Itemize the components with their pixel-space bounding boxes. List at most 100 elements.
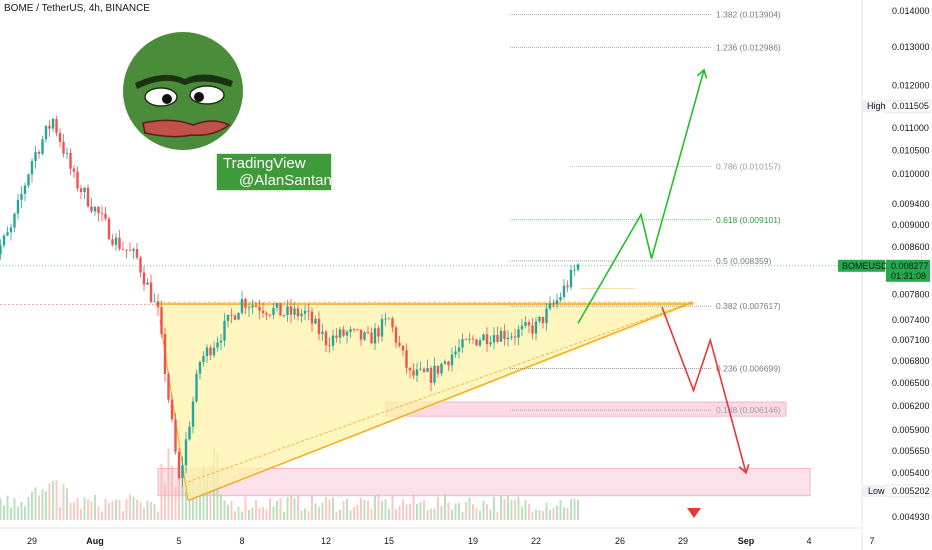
volume-bar <box>286 497 289 520</box>
volume-bar <box>426 510 429 520</box>
support-zone-lower <box>157 468 811 497</box>
volume-bar <box>570 499 572 520</box>
candle-body <box>310 311 314 324</box>
candle-body <box>97 207 100 214</box>
price-tick: 0.006200 <box>892 401 930 411</box>
volume-bar <box>521 507 523 520</box>
volume-bar <box>356 504 359 520</box>
volume-bar <box>500 495 502 520</box>
candle-body <box>93 207 97 212</box>
candle-body <box>527 322 531 326</box>
volume-bar <box>314 503 317 520</box>
candle-body <box>566 285 569 288</box>
rising-support-line <box>187 301 694 502</box>
volume-bar <box>27 496 30 520</box>
candle-body <box>55 118 58 133</box>
candle-body <box>380 319 384 337</box>
volume-bar <box>237 506 240 520</box>
candle-body <box>454 351 457 355</box>
candle-body <box>373 328 377 344</box>
volume-bar <box>545 502 548 520</box>
candle-body <box>447 361 450 366</box>
candle-body <box>205 347 209 357</box>
time-axis: 29 Aug 5 8 12 15 19 22 26 29 Sep 4 7 <box>0 527 875 546</box>
candle-body <box>90 206 93 212</box>
candle-body <box>261 310 265 314</box>
volume-bar <box>199 479 201 520</box>
volume-bar <box>377 494 380 520</box>
volume-bar <box>391 495 394 520</box>
volume-bar <box>468 497 471 520</box>
candle-body <box>541 316 545 324</box>
volume-bar <box>115 499 117 520</box>
candle-body <box>534 321 538 334</box>
volume-bar <box>412 494 415 520</box>
candle-body <box>485 334 489 345</box>
volume-bar <box>514 499 516 520</box>
volume-bar <box>465 502 467 520</box>
candle-body <box>391 318 394 328</box>
volume-bar <box>307 511 310 520</box>
candle-body <box>212 347 216 356</box>
candle-body <box>282 315 286 316</box>
price-tick: 0.007800 <box>892 290 930 300</box>
candle-body <box>268 314 272 316</box>
volume-bar <box>489 509 492 520</box>
candle-body <box>492 335 496 343</box>
candle-body <box>51 118 55 129</box>
price-tick: 0.004930 <box>892 512 930 522</box>
candle-body <box>503 330 506 339</box>
candle-body <box>209 347 212 356</box>
volume-bar <box>111 500 114 520</box>
volume-bar <box>160 464 163 520</box>
candle-body <box>443 361 447 364</box>
volume-bar <box>167 448 170 520</box>
candle-body <box>314 318 317 324</box>
volume-bar <box>125 499 128 520</box>
volume-bar <box>563 507 565 520</box>
volume-bar <box>409 503 411 520</box>
volume-bar <box>0 498 2 520</box>
volume-bar <box>45 491 47 520</box>
candle-body <box>6 232 9 236</box>
volume-bar <box>556 505 558 520</box>
candle-body <box>219 340 223 343</box>
candle-body <box>573 269 576 271</box>
candle-body <box>338 329 342 338</box>
volume-bar <box>433 508 436 520</box>
volume-bar <box>363 499 366 520</box>
candle-body <box>156 301 160 308</box>
price-tick: 0.005650 <box>892 446 930 456</box>
countdown: 01:31:08 <box>891 271 926 281</box>
candle-body <box>398 342 401 346</box>
candle-body <box>289 306 293 315</box>
symbol-tag-bg <box>838 259 885 272</box>
candle-body <box>44 125 48 140</box>
candle-body <box>286 306 289 316</box>
bullish-projection <box>577 69 705 324</box>
candle-body <box>258 306 261 311</box>
volume-bar <box>178 476 180 520</box>
volume-bar <box>80 508 82 520</box>
candle-body <box>296 308 300 317</box>
volume-bar <box>444 494 446 520</box>
candle-body <box>569 269 573 288</box>
volume-bar <box>503 499 506 520</box>
candle-body <box>41 139 44 154</box>
time-tick: 19 <box>468 536 478 546</box>
price-tick: 0.009400 <box>892 199 930 209</box>
volume-bar <box>374 495 376 520</box>
volume-bar <box>440 505 443 520</box>
candle-body <box>370 332 373 344</box>
volume-bar <box>304 508 306 520</box>
candle-body <box>62 141 65 154</box>
volume-bar <box>3 505 5 520</box>
candle-body <box>20 193 23 200</box>
candle-body <box>450 354 454 366</box>
price-tick: 0.008600 <box>892 242 930 252</box>
time-tick: 8 <box>239 536 244 546</box>
volume-bar <box>206 470 208 520</box>
volume-bar <box>339 509 341 520</box>
candle-body <box>184 439 188 465</box>
